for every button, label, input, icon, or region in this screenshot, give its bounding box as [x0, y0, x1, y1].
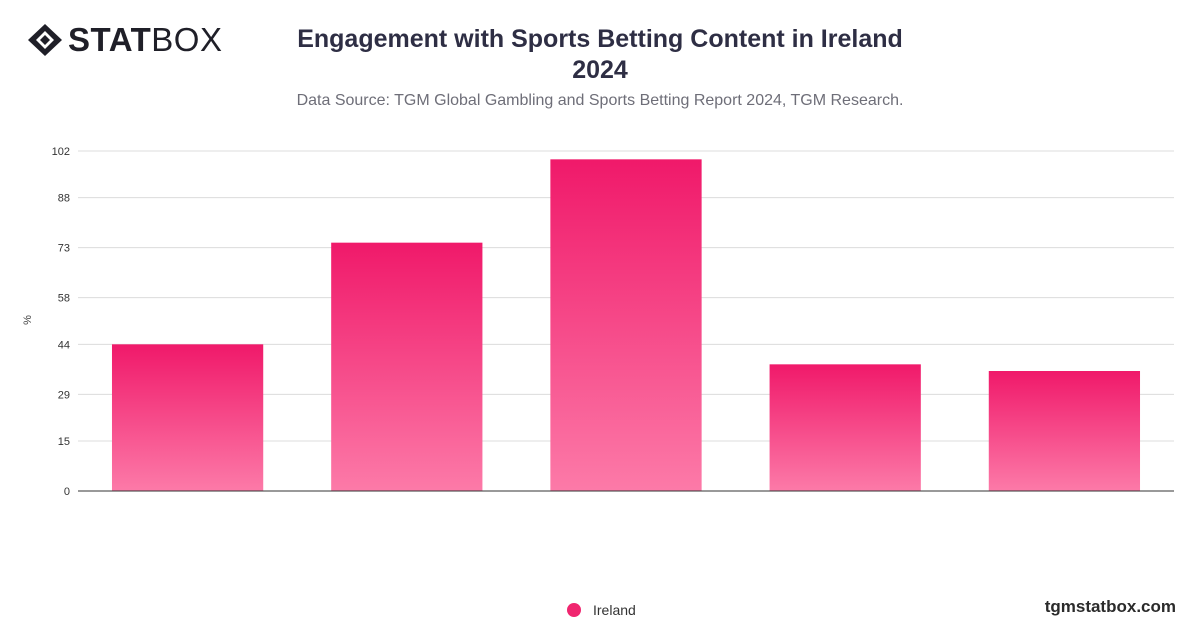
legend-swatch-ireland — [567, 603, 581, 617]
logo-text-stat: STAT — [68, 21, 152, 58]
y-tick-label: 15 — [58, 436, 70, 448]
bar-1[interactable] — [111, 344, 264, 491]
logo-text-box: BOX — [151, 21, 223, 58]
y-tick-label: 0 — [64, 486, 70, 498]
bars — [111, 159, 1141, 492]
legend-label-ireland: Ireland — [593, 602, 636, 618]
statbox-logo: STATBOX — [26, 22, 222, 58]
y-tick-label: 88 — [58, 193, 70, 205]
bar-2[interactable] — [331, 242, 483, 491]
bar-5[interactable] — [988, 371, 1141, 491]
y-axis-ticks: 0 15 29 44 58 73 88 102 — [52, 146, 70, 498]
chart-title: Engagement with Sports Betting Content i… — [297, 25, 903, 84]
y-tick-label: 102 — [52, 146, 70, 158]
statbox-diamond-icon — [28, 24, 62, 56]
y-tick-label: 73 — [58, 243, 70, 255]
y-tick-label: 58 — [58, 293, 70, 305]
y-tick-label: 29 — [58, 389, 70, 401]
logo-wordmark: STATBOX — [68, 22, 222, 58]
bar-4[interactable] — [769, 364, 921, 491]
chart-subtitle: Data Source: TGM Global Gambling and Spo… — [296, 92, 904, 109]
y-tick-label: 44 — [58, 339, 70, 351]
legend[interactable]: Ireland — [567, 602, 636, 618]
bar-3[interactable] — [550, 159, 702, 492]
footer-url[interactable]: tgmstatbox.com — [1044, 597, 1176, 616]
